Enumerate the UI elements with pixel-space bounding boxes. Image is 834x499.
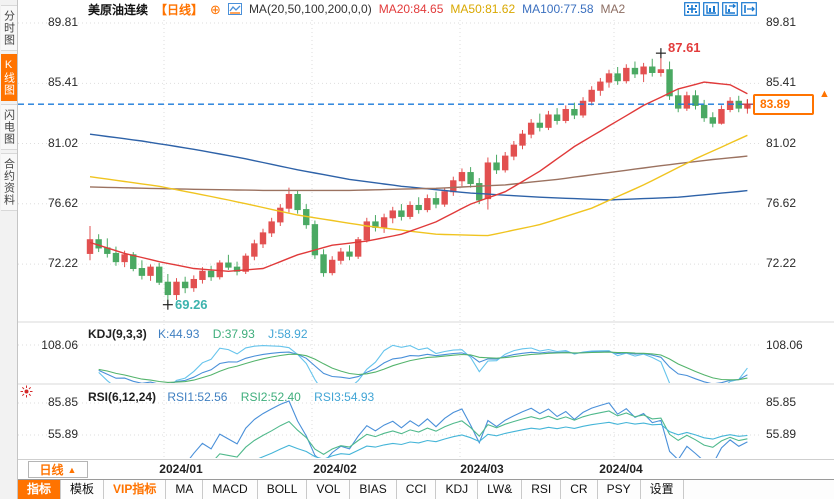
y-axis-label-right: 89.81 <box>766 15 797 29</box>
tab-cci[interactable]: CCI <box>397 480 437 499</box>
crosshair-move-icon[interactable] <box>684 2 700 16</box>
chart-header: 美原油连续 【日线】 ⊕ MA(20,50,100,200,0,0) MA20:… <box>88 0 625 18</box>
x-axis-tick: 2024/04 <box>599 462 643 476</box>
rsi-axis-label-right: 55.89 <box>766 427 797 441</box>
circle-plus-icon[interactable]: ⊕ <box>210 1 221 17</box>
y-axis-label-left: 72.22 <box>47 256 78 270</box>
tab-vol[interactable]: VOL <box>307 480 351 499</box>
tab-ma[interactable]: MA <box>166 480 204 499</box>
ma100-value: MA100:77.58 <box>522 2 594 16</box>
tab-lw[interactable]: LW& <box>478 480 523 499</box>
last-price-badge: 83.89 <box>753 94 814 115</box>
kdj-axis-label-left: 108.06 <box>41 338 78 352</box>
x-axis-tick: 2024/02 <box>313 462 357 476</box>
chart-type-sidebar: 分时图 K线图 闪电图 合约资料 <box>0 0 18 499</box>
indicator-alert-icon[interactable] <box>20 385 33 398</box>
ma-formula: MA(20,50,100,200,0,0) <box>248 2 372 16</box>
kdj-title: KDJ(9,3,3) <box>88 327 147 341</box>
rsi-title: RSI(6,12,24) <box>88 390 157 404</box>
y-axis-label-left: 89.81 <box>47 15 78 29</box>
period-tag: 【日线】 <box>155 2 204 17</box>
kdj-axis-label-right: 108.06 <box>766 338 803 352</box>
y-axis-label-left: 76.62 <box>47 196 78 210</box>
tab-rsi[interactable]: RSI <box>522 480 562 499</box>
rsi-axis-label-right: 85.85 <box>766 395 797 409</box>
symbol-title: 美原油连续 <box>88 2 149 17</box>
rsi-axis-label-left: 85.85 <box>47 395 78 409</box>
y-axis-label-right: 85.41 <box>766 75 797 89</box>
chart-toolbar <box>684 2 757 16</box>
ma20-value: MA20:84.65 <box>378 2 444 16</box>
kdj-d-value: D:37.93 <box>212 327 255 341</box>
tab-bias[interactable]: BIAS <box>350 480 397 499</box>
mini-chart-icon[interactable] <box>227 3 242 15</box>
rsi2-value: RSI2:52.40 <box>240 390 301 404</box>
dropdown-up-icon: ▲ <box>67 464 77 475</box>
tab-macd[interactable]: MACD <box>203 480 258 499</box>
tab-template[interactable]: 模板 <box>61 480 105 499</box>
y-axis-label-right: 76.62 <box>766 196 797 210</box>
x-axis-row <box>18 459 834 479</box>
sidebar-item-contract-info[interactable]: 合约资料 <box>0 153 17 211</box>
sidebar-item-time-chart[interactable]: 分时图 <box>0 5 17 51</box>
y-axis-label-left: 81.02 <box>47 136 78 150</box>
tab-cr[interactable]: CR <box>561 480 598 499</box>
x-axis-scale-icon[interactable] <box>722 2 738 16</box>
sidebar-item-lightning-chart[interactable]: 闪电图 <box>0 104 17 150</box>
tab-bar-filler <box>684 480 834 499</box>
y-axis-label-right: 81.02 <box>766 136 797 150</box>
high-price-annotation: 87.61 <box>668 40 701 55</box>
kdj-j-value: J:58.92 <box>268 327 308 341</box>
rsi-axis-label-left: 55.89 <box>47 427 78 441</box>
period-label: 日线 <box>39 463 64 477</box>
tab-vip-indicator[interactable]: VIP指标 <box>104 480 167 499</box>
period-dropdown-button[interactable]: 日线 ▲ <box>28 461 88 478</box>
rsi3-value: RSI3:54.93 <box>314 390 375 404</box>
price-up-marker-icon: ▲ <box>819 88 830 100</box>
y-axis-label-right: 72.22 <box>766 256 797 270</box>
indicator-tab-bar: 指标 模板 VIP指标 MA MACD BOLL VOL BIAS CCI KD… <box>18 479 834 499</box>
tab-kdj[interactable]: KDJ <box>436 480 479 499</box>
sidebar-item-kline-chart[interactable]: K线图 <box>0 54 17 101</box>
x-axis-tick: 2024/03 <box>460 462 504 476</box>
y-axis-label-left: 85.41 <box>47 75 78 89</box>
y-axis-scale-icon[interactable] <box>703 2 719 16</box>
ma200-value: MA2 <box>600 2 626 16</box>
tab-boll[interactable]: BOLL <box>258 480 308 499</box>
low-price-annotation: 69.26 <box>175 297 208 312</box>
pane-collapse-icon[interactable] <box>741 2 757 16</box>
kdj-header[interactable]: KDJ(9,3,3) K:44.93 D:37.93 J:58.92 <box>88 327 308 341</box>
rsi1-value: RSI1:52.56 <box>167 390 228 404</box>
kdj-k-value: K:44.93 <box>158 327 200 341</box>
ma50-value: MA50:81.62 <box>450 2 516 16</box>
x-axis-tick: 2024/01 <box>159 462 203 476</box>
tab-indicator[interactable]: 指标 <box>18 480 62 499</box>
rsi-header[interactable]: RSI(6,12,24) RSI1:52.56 RSI2:52.40 RSI3:… <box>88 390 374 404</box>
tab-psy[interactable]: PSY <box>598 480 641 499</box>
tab-settings[interactable]: 设置 <box>641 480 684 499</box>
